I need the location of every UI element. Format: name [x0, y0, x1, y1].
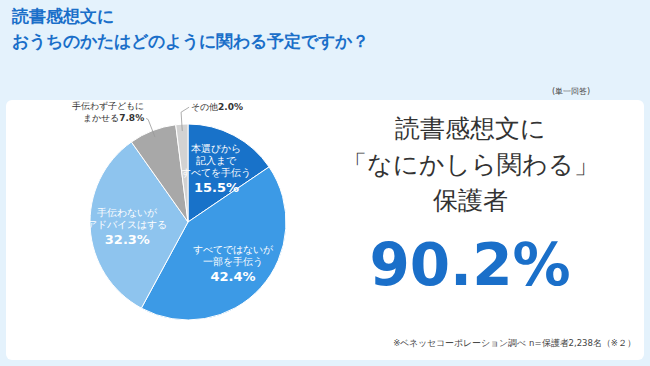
title-line: 読書感想文に [11, 6, 114, 26]
highlight: 90.2% [369, 231, 570, 299]
slice-label-line: 本選びから [191, 143, 241, 154]
panel [6, 100, 644, 360]
headline: 読書感想文に「なにかしら関わる」保護者 [342, 114, 599, 215]
slice-label-line: まかせる7.8% [83, 113, 144, 123]
slice-label-line: 記入まで [196, 155, 237, 166]
headline-line: 読書感想文に [395, 114, 546, 143]
slice-label-line: その他2.0% [191, 102, 243, 112]
slice-label-line: 一部を手伝う [203, 256, 263, 267]
slice-label-line: アドバイスはする [87, 219, 167, 230]
slice-label: すべてではないが一部を手伝う 42.4% [193, 244, 274, 284]
slice-label: 本選びから記入まですべてを手伝う 15.5% [181, 143, 251, 195]
slice-label: 手伝わないがアドバイスはする 32.3% [87, 207, 167, 247]
slice-label-text: 手伝わず子どもに [72, 101, 144, 111]
slice-label-line: すべてを手伝う [181, 167, 251, 178]
slice-value-label: 2.0% [218, 102, 243, 112]
slice-value-label: 32.3% [105, 232, 150, 247]
source-note: ※ベネッセコーポレーション調べ n=保護者2,238名（※２） [393, 338, 636, 348]
slice-label: その他2.0% [191, 102, 243, 112]
title-line: おうちのかたはどのように関わる予定ですか？ [12, 31, 369, 51]
subtitle: (単一回答) [552, 87, 590, 96]
data-labels: 本選びから記入まですべてを手伝う 15.5% すべてではないが一部を手伝う 42.4%… [72, 101, 274, 283]
chart: 読書感想文におうちのかたはどのように関わる予定ですか？(単一回答)本選びから記入… [0, 0, 650, 366]
slice-value-label: 15.5% [194, 180, 239, 195]
leader-line [146, 118, 155, 137]
slice-label-line: すべてではないが [193, 244, 274, 255]
leader-line [181, 107, 189, 131]
slice-label-line: 手伝わないが [97, 207, 158, 218]
headline-line: 「なにかしら関わる」 [342, 150, 599, 179]
slice-label: 手伝わず子どもにまかせる7.8% [72, 101, 144, 123]
title: 読書感想文におうちのかたはどのように関わる予定ですか？ [11, 6, 369, 51]
background [0, 0, 650, 366]
slice-value-label: 42.4% [211, 269, 256, 284]
slice-label-line: 手伝わず子どもに [72, 101, 144, 111]
headline-line: 保護者 [433, 186, 508, 215]
slice-label-text: まかせる [83, 113, 119, 123]
slice-label-text: その他 [191, 102, 218, 112]
slice-value-label: 7.8% [119, 113, 144, 123]
